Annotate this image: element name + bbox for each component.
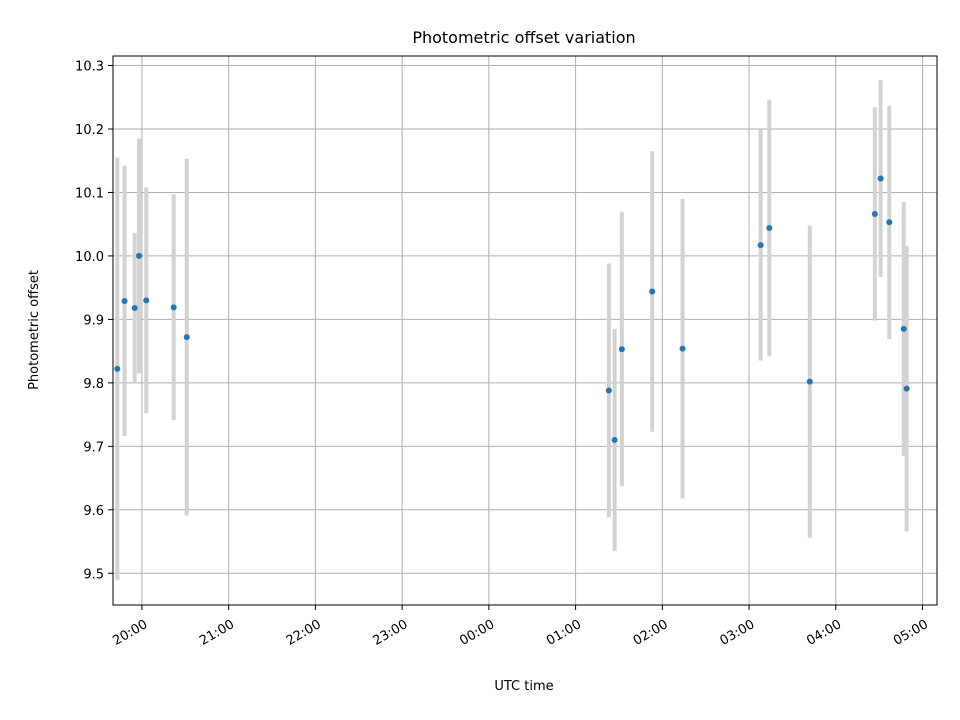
- y-tick-label: 9.8: [83, 377, 104, 392]
- x-axis-label: UTC time: [494, 679, 553, 694]
- y-tick-label: 10.0: [75, 250, 104, 265]
- data-point: [121, 297, 128, 304]
- error-bars: [115, 80, 909, 581]
- plot-frame: [112, 55, 938, 606]
- data-point: [886, 219, 893, 226]
- x-tick-label: 05:00: [891, 617, 931, 649]
- data-point: [806, 378, 813, 385]
- x-tick-label: 03:00: [718, 617, 758, 649]
- x-axis-ticks: 20:00 21:00 22:00 23:00 00:00 01:00 02:00 03:00…: [110, 605, 931, 649]
- y-tick-label: 10.3: [75, 60, 104, 75]
- data-point: [143, 297, 150, 304]
- y-tick-label: 9.6: [83, 504, 104, 519]
- data-points: [114, 175, 910, 443]
- y-tick-label: 9.9: [83, 313, 104, 328]
- data-point: [649, 288, 656, 295]
- data-point: [611, 436, 618, 443]
- x-tick-label: 23:00: [371, 617, 411, 649]
- grid: [113, 56, 937, 605]
- y-axis-label: Photometric offset: [27, 270, 42, 390]
- data-point: [170, 304, 177, 311]
- data-point: [903, 385, 910, 392]
- data-point: [618, 346, 625, 353]
- data-point: [183, 334, 190, 341]
- x-tick-label: 20:00: [110, 617, 150, 649]
- x-tick-label: 22:00: [284, 617, 324, 649]
- data-point: [766, 224, 773, 231]
- data-point: [605, 387, 612, 394]
- data-point: [114, 365, 121, 372]
- x-tick-label: 21:00: [197, 617, 237, 649]
- data-point: [871, 211, 878, 218]
- y-tick-label: 9.5: [83, 567, 104, 582]
- data-point: [679, 345, 686, 352]
- data-point: [877, 175, 884, 182]
- data-point: [757, 242, 764, 249]
- x-tick-label: 02:00: [631, 617, 671, 649]
- y-tick-label: 10.2: [75, 123, 104, 138]
- chart-title: Photometric offset variation: [412, 28, 635, 47]
- data-point: [900, 325, 907, 332]
- x-tick-label: 04:00: [804, 617, 844, 649]
- y-tick-label: 10.1: [75, 186, 104, 201]
- y-tick-label: 9.7: [83, 440, 104, 455]
- data-point: [136, 252, 143, 259]
- x-tick-label: 01:00: [544, 617, 584, 649]
- y-axis-ticks: 9.5 9.6 9.7 9.8 9.9 10.0 10.1 10.2 10.3: [75, 60, 113, 582]
- data-point: [131, 304, 138, 311]
- x-tick-label: 00:00: [457, 617, 497, 649]
